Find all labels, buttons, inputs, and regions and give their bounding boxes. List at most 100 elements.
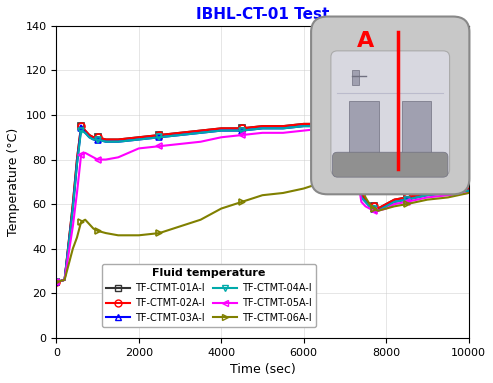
TF-CTMT-04A-I [239,128,245,133]
Y-axis label: Temperature (°C): Temperature (°C) [7,128,20,236]
TF-CTMT-03A-I [465,188,471,193]
TF-CTMT-03A-I [177,133,183,137]
TF-CTMT-05A-I [53,280,59,285]
TF-CTMT-06A-I [404,202,410,206]
TF-CTMT-01A-I [342,119,348,124]
TF-CTMT-06A-I [280,191,286,195]
TF-CTMT-05A-I [375,208,381,213]
TF-CTMT-01A-I [301,122,307,126]
TF-CTMT-02A-I [91,135,97,139]
TF-CTMT-04A-I [53,280,59,285]
TF-CTMT-04A-I [358,195,364,200]
TF-CTMT-01A-I [136,135,142,139]
TF-CTMT-04A-I [136,137,142,142]
TF-CTMT-02A-I [321,122,327,126]
TF-CTMT-03A-I [358,195,364,200]
TF-CTMT-02A-I [362,197,368,202]
TF-CTMT-03A-I [424,193,430,198]
TF-CTMT-05A-I [342,126,348,131]
TF-CTMT-04A-I [103,139,109,144]
TF-CTMT-01A-I [424,191,430,195]
TF-CTMT-05A-I [70,224,76,229]
TF-CTMT-03A-I [95,137,101,142]
TF-CTMT-06A-I [62,278,68,282]
TF-CTMT-06A-I [346,170,352,175]
TF-CTMT-01A-I [321,122,327,126]
TF-CTMT-01A-I [70,202,76,206]
TF-CTMT-02A-I [301,122,307,126]
TF-CTMT-06A-I [367,202,373,206]
TF-CTMT-05A-I [95,157,101,162]
TF-CTMT-06A-I [95,229,101,233]
TF-CTMT-02A-I [375,206,381,211]
TF-CTMT-03A-I [198,131,204,135]
TF-CTMT-02A-I [259,124,265,128]
TF-CTMT-05A-I [321,126,327,131]
TF-CTMT-06A-I [383,206,389,211]
TF-CTMT-01A-I [156,133,162,137]
TF-CTMT-04A-I [74,162,80,166]
TF-CTMT-06A-I [156,231,162,236]
TF-CTMT-05A-I [62,278,68,282]
TF-CTMT-05A-I [91,155,97,160]
TF-CTMT-05A-I [350,146,356,151]
TF-CTMT-03A-I [350,139,356,144]
TF-CTMT-03A-I [346,124,352,128]
TF-CTMT-02A-I [239,126,245,131]
TF-CTMT-06A-I [342,173,348,177]
TF-CTMT-02A-I [346,122,352,126]
TF-CTMT-05A-I [301,128,307,133]
TF-CTMT-04A-I [95,137,101,142]
TF-CTMT-01A-I [465,186,471,191]
TF-CTMT-04A-I [259,126,265,131]
TF-CTMT-01A-I [103,137,109,142]
TF-CTMT-06A-I [354,175,360,180]
TF-CTMT-05A-I [465,191,471,195]
TF-CTMT-05A-I [346,128,352,133]
TF-CTMT-03A-I [259,126,265,131]
TF-CTMT-04A-I [383,204,389,209]
TF-CTMT-04A-I [70,206,76,211]
TF-CTMT-01A-I [367,202,373,206]
TF-CTMT-06A-I [86,222,92,226]
TF-CTMT-05A-I [136,146,142,151]
TF-CTMT-04A-I [91,137,97,142]
TF-CTMT-03A-I [78,126,84,131]
TF-CTMT-06A-I [82,218,88,222]
TF-CTMT-01A-I [177,131,183,135]
TF-CTMT-04A-I [301,124,307,128]
TF-CTMT-06A-I [362,195,368,200]
TF-CTMT-02A-I [82,128,88,133]
TF-CTMT-04A-I [198,131,204,135]
TF-CTMT-01A-I [115,137,121,142]
TF-CTMT-04A-I [404,197,410,202]
Line: TF-CTMT-05A-I: TF-CTMT-05A-I [53,125,472,286]
TF-CTMT-02A-I [156,133,162,137]
Line: TF-CTMT-06A-I: TF-CTMT-06A-I [53,169,472,286]
TF-CTMT-05A-I [371,208,377,213]
TF-CTMT-03A-I [367,204,373,209]
TF-CTMT-04A-I [156,135,162,139]
TF-CTMT-03A-I [321,124,327,128]
TF-CTMT-01A-I [346,122,352,126]
TF-CTMT-02A-I [350,135,356,139]
TF-CTMT-05A-I [239,133,245,137]
TF-CTMT-06A-I [115,233,121,237]
TF-CTMT-01A-I [74,157,80,162]
TF-CTMT-01A-I [354,169,360,173]
TF-CTMT-05A-I [424,195,430,200]
TF-CTMT-03A-I [53,280,59,285]
TF-CTMT-06A-I [198,218,204,222]
Title: IBHL-CT-01 Test: IBHL-CT-01 Test [196,7,329,22]
TF-CTMT-06A-I [301,186,307,191]
TF-CTMT-06A-I [371,206,377,211]
TF-CTMT-06A-I [424,197,430,202]
TF-CTMT-05A-I [358,200,364,204]
TF-CTMT-01A-I [78,124,84,128]
TF-CTMT-04A-I [346,124,352,128]
TF-CTMT-05A-I [103,157,109,162]
TF-CTMT-06A-I [358,184,364,188]
TF-CTMT-05A-I [177,142,183,146]
TF-CTMT-06A-I [321,180,327,184]
TF-CTMT-02A-I [371,204,377,209]
